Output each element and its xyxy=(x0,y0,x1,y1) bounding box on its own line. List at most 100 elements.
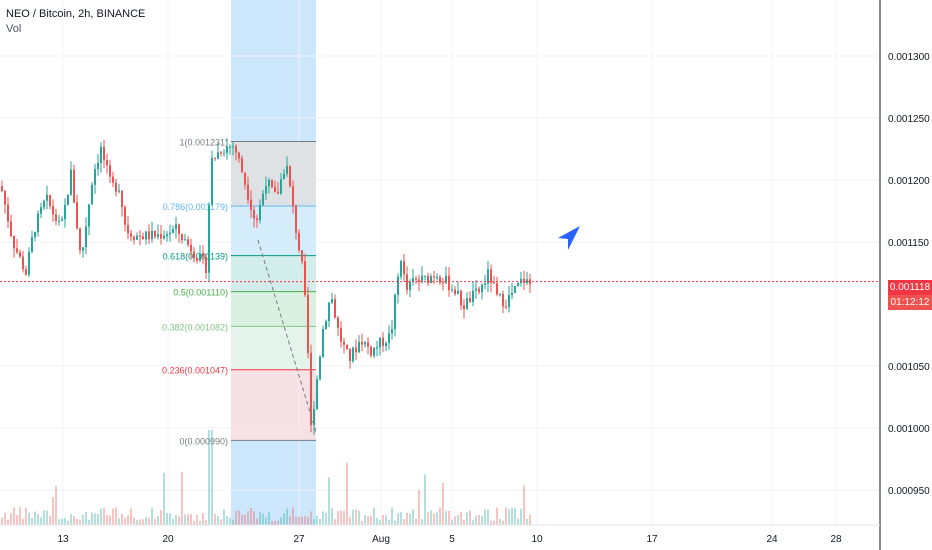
volume-bar xyxy=(400,512,402,525)
candle-body xyxy=(487,269,489,284)
volume-bar xyxy=(355,509,357,525)
volume-bar xyxy=(184,514,186,525)
candle-body xyxy=(331,299,333,303)
volume-bar xyxy=(520,508,522,525)
candle-body xyxy=(229,146,231,148)
candle-body xyxy=(100,146,102,164)
candle-body xyxy=(316,379,318,409)
candle-body xyxy=(295,205,297,233)
candle-body xyxy=(148,231,150,240)
volume-bar xyxy=(319,518,321,525)
volume-bar xyxy=(208,430,210,525)
fib-zone xyxy=(231,141,316,207)
candle-body xyxy=(91,184,93,205)
candle-body xyxy=(139,235,141,237)
volume-bar xyxy=(43,510,45,525)
volume-bar xyxy=(478,515,480,525)
candle-body xyxy=(160,234,162,239)
volume-bar xyxy=(28,512,30,525)
candle-body xyxy=(454,289,456,295)
volume-bar xyxy=(427,512,429,525)
candle-body xyxy=(169,232,171,235)
volume-bar xyxy=(256,518,258,525)
volume-bar xyxy=(460,511,462,525)
volume-bar xyxy=(133,517,135,525)
volume-bar xyxy=(403,519,405,525)
volume-bar xyxy=(373,507,375,525)
volume-bar xyxy=(61,518,63,525)
candle-body xyxy=(370,346,372,356)
volume-bar xyxy=(286,508,288,525)
volume-bar xyxy=(364,514,366,525)
volume-bar xyxy=(145,517,147,525)
candle-body xyxy=(310,352,312,425)
candle-body xyxy=(13,235,15,249)
candle-body xyxy=(304,261,306,295)
volume-bar xyxy=(523,485,525,525)
volume-bar xyxy=(91,512,93,525)
candle-body xyxy=(403,261,405,275)
candle-body xyxy=(28,251,30,275)
volume-bar xyxy=(502,520,504,525)
current-price-label: 0.001118 xyxy=(888,280,932,295)
volume-bar xyxy=(46,510,48,525)
volume-bar xyxy=(481,516,483,525)
volume-bar xyxy=(211,430,213,525)
volume-bar xyxy=(322,511,324,525)
volume-bar xyxy=(310,511,312,525)
symbol-title[interactable]: NEO / Bitcoin, 2h, BINANCE xyxy=(6,8,146,20)
candle-body xyxy=(463,305,465,310)
candle-body xyxy=(478,288,480,293)
candle-body xyxy=(292,186,294,206)
candle-body xyxy=(7,204,9,222)
volume-bar xyxy=(241,514,243,525)
volume-bar xyxy=(166,513,168,525)
volume-bar xyxy=(433,513,435,525)
candle-body xyxy=(289,165,291,187)
volume-bar xyxy=(349,517,351,525)
candle-body xyxy=(355,347,357,353)
volume-bar xyxy=(169,513,171,525)
volume-bar xyxy=(67,520,69,525)
candle-body xyxy=(232,146,234,148)
volume-bar xyxy=(289,516,291,525)
fib-level-label: 0.618(0.001139) xyxy=(163,252,228,262)
volume-bar xyxy=(223,509,225,525)
candle-body xyxy=(502,293,504,307)
volume-bar xyxy=(430,510,432,525)
candle-body xyxy=(109,165,111,177)
volume-bar xyxy=(85,512,87,525)
volume-bar xyxy=(88,519,90,525)
candle-body xyxy=(274,186,276,193)
candle-body xyxy=(427,275,429,283)
candle-body xyxy=(178,224,180,235)
candle-body xyxy=(133,236,135,240)
fib-level-label: 0(0.000990) xyxy=(179,436,228,446)
candle-body xyxy=(103,146,105,161)
volume-label[interactable]: Vol xyxy=(6,23,22,35)
volume-bar xyxy=(10,513,12,525)
candle-body xyxy=(238,152,240,159)
volume-bar xyxy=(418,489,420,525)
candle-body xyxy=(250,199,252,210)
time-tick-label: 17 xyxy=(646,534,658,545)
volume-bar xyxy=(376,517,378,525)
candle-body xyxy=(124,207,126,225)
candle-body xyxy=(166,234,168,237)
candle-body xyxy=(361,341,363,345)
candle-body xyxy=(196,258,198,261)
candle-body xyxy=(163,236,165,239)
countdown-label: 01:12:12 xyxy=(888,295,932,310)
candle-body xyxy=(523,278,525,283)
candle-body xyxy=(97,163,99,170)
candle-body xyxy=(175,224,177,230)
candle-body xyxy=(406,274,408,291)
candle-body xyxy=(241,158,243,173)
candle-body xyxy=(307,294,309,353)
candle-body xyxy=(22,256,24,270)
candle-body xyxy=(259,205,261,221)
candle-body xyxy=(382,337,384,346)
candle-body xyxy=(433,276,435,278)
candle-body xyxy=(244,172,246,185)
